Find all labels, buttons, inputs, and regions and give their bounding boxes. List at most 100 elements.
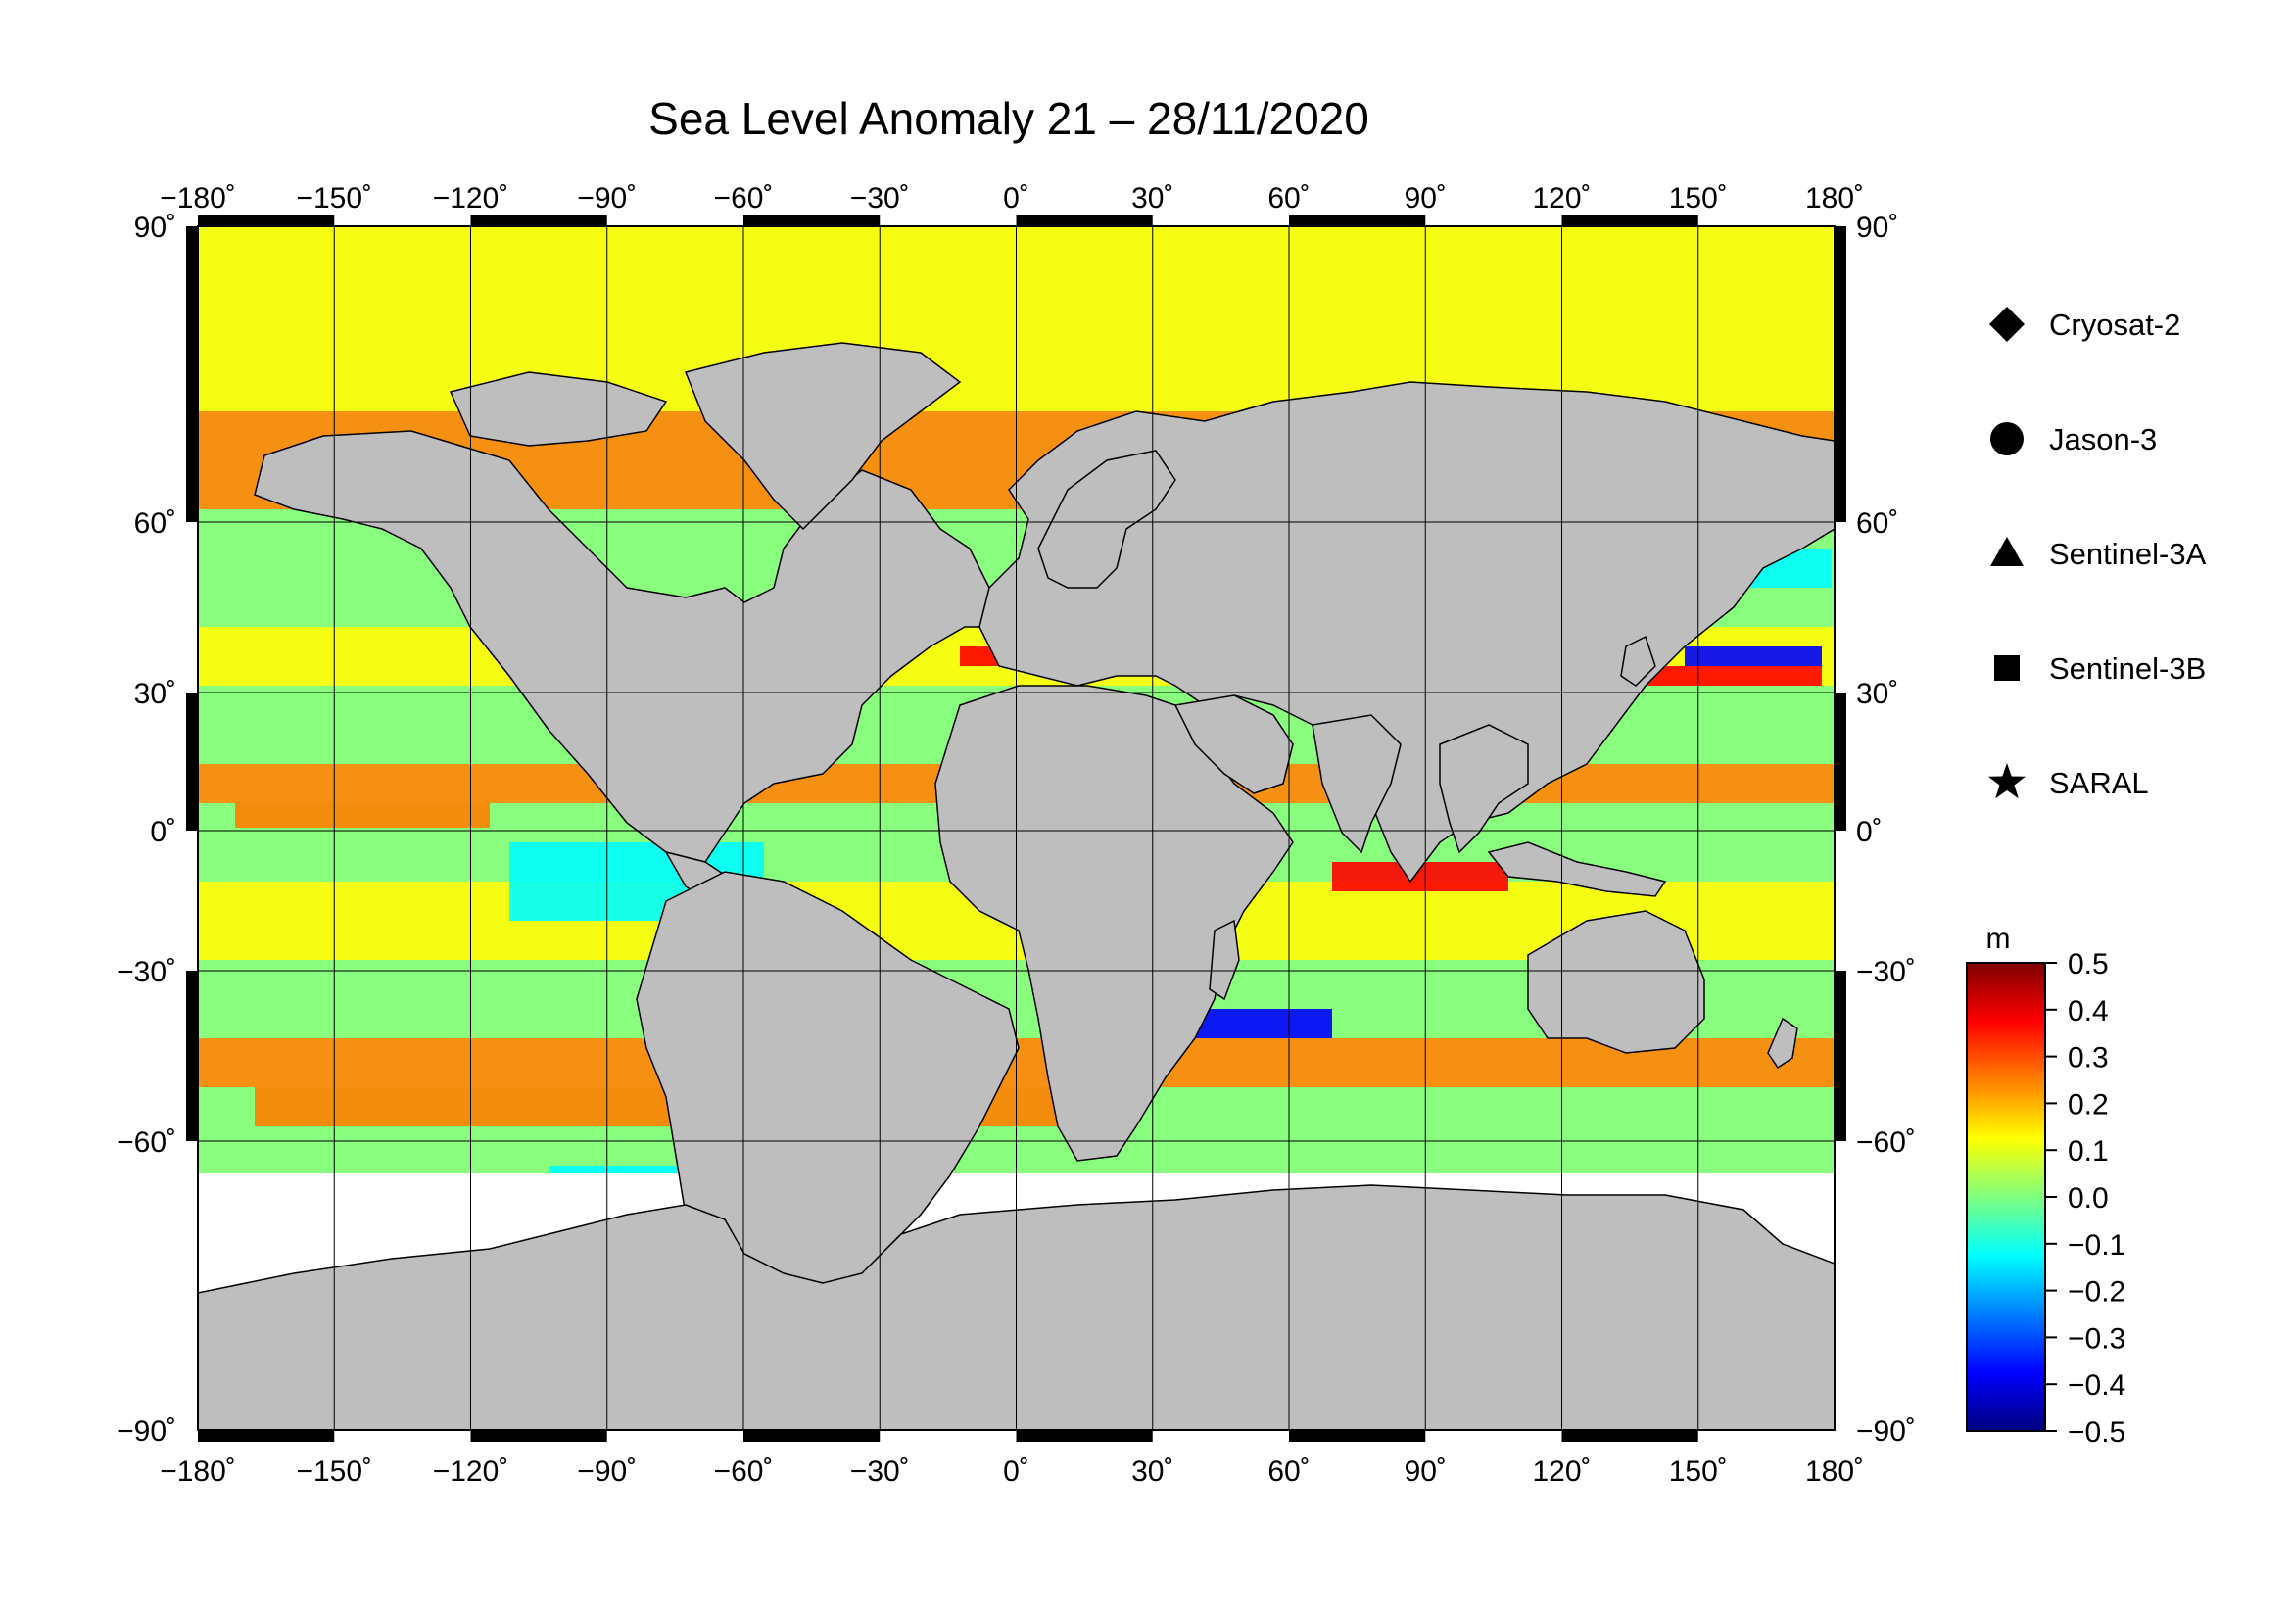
longitude-tick-label-top: −60˚ xyxy=(714,182,774,215)
chart-title: Sea Level Anomaly 21 – 28/11/2020 xyxy=(648,93,1369,144)
latitude-tick-label-right: 0˚ xyxy=(1856,816,1883,848)
map-frame-ticks xyxy=(186,215,1846,1442)
colorbar-tick-label: 0.5 xyxy=(2068,948,2109,980)
land-arabia xyxy=(1173,694,1294,794)
colorbar-tick-label: −0.1 xyxy=(2068,1229,2125,1262)
frame-segment-right xyxy=(1835,693,1846,831)
longitude-tick-label-top: −120˚ xyxy=(433,182,509,215)
land-indonesia xyxy=(1487,841,1667,897)
land-greenland xyxy=(684,342,962,531)
bottom-longitude-labels: −180˚ −150˚ −120˚ −90˚ −60˚ −30˚ 0˚ 30˚ 60˚ 90˚ 12… xyxy=(160,1456,1864,1488)
colorbar-tick-label: −0.3 xyxy=(2068,1322,2125,1355)
map-area xyxy=(186,215,1846,1442)
longitude-tick-label-top: 30˚ xyxy=(1131,182,1173,215)
legend-label: SARAL xyxy=(2049,766,2149,800)
land-new-zealand xyxy=(1767,1017,1798,1070)
frame-segment-top xyxy=(470,215,607,226)
latitude-tick-label-right: 30˚ xyxy=(1856,678,1898,710)
frame-segment-right xyxy=(1835,226,1846,522)
frame-segment-bottom xyxy=(1016,1430,1153,1442)
frame-segment-top xyxy=(1289,215,1426,226)
longitude-tick-label-top: −90˚ xyxy=(577,182,637,215)
colorbar-tick-label: −0.5 xyxy=(2068,1416,2125,1449)
longitude-tick-label-bottom: 30˚ xyxy=(1131,1456,1173,1488)
land-australia xyxy=(1527,910,1705,1054)
right-latitude-labels: 90˚ 60˚ 30˚ 0˚ −30˚ −60˚ −90˚ xyxy=(1856,212,1916,1448)
longitude-tick-label-bottom: 60˚ xyxy=(1267,1456,1310,1488)
colorbar: m 0.5 0.4 0.3 0.2 0.1 0.0 −0.1 −0.2 −0.3 −0.4 −0.5 xyxy=(1966,923,2125,1449)
legend-item: Jason-3 xyxy=(1990,422,2157,456)
frame-segment-top xyxy=(743,215,881,226)
legend-label: Sentinel-3B xyxy=(2049,651,2206,686)
colorbar-tick-label: −0.4 xyxy=(2068,1369,2125,1402)
longitude-tick-label-bottom: −180˚ xyxy=(160,1456,236,1488)
legend-item: SARAL xyxy=(1988,763,2149,800)
colorbar-tick-label: 0.2 xyxy=(2068,1088,2109,1121)
longitude-tick-label-bottom: −150˚ xyxy=(296,1456,372,1488)
legend-item: Sentinel-3B xyxy=(1994,651,2206,686)
longitude-tick-label-top: −180˚ xyxy=(160,182,236,215)
latitude-tick-label-right: −90˚ xyxy=(1856,1415,1916,1448)
longitude-tick-label-bottom: 180˚ xyxy=(1805,1456,1864,1488)
colorbar-ticks: 0.5 0.4 0.3 0.2 0.1 0.0 −0.1 −0.2 −0.3 −0.4 −0.5 xyxy=(2045,948,2125,1449)
colorbar-tick-label: 0.3 xyxy=(2068,1042,2109,1075)
longitude-tick-label-bottom: −120˚ xyxy=(433,1456,509,1488)
latitude-tick-label-right: 60˚ xyxy=(1856,507,1898,540)
colorbar-tick-label: 0.4 xyxy=(2068,995,2109,1027)
frame-segment-top xyxy=(1561,215,1698,226)
frame-segment-left xyxy=(186,693,198,831)
mission-legend: Cryosat-2 Jason-3 Sentinel-3A Sentinel-3B SA… xyxy=(1988,307,2207,800)
colorbar-tick-label: 0.0 xyxy=(2068,1182,2109,1215)
longitude-tick-label-bottom: 150˚ xyxy=(1669,1456,1728,1488)
legend-label: Sentinel-3A xyxy=(2049,537,2207,571)
longitude-tick-label-top: 180˚ xyxy=(1805,182,1864,215)
longitude-tick-label-top: 0˚ xyxy=(1003,182,1029,215)
frame-segment-top xyxy=(198,215,335,226)
land-eurasia xyxy=(978,381,1835,884)
longitude-tick-label-top: 60˚ xyxy=(1267,182,1310,215)
land-madagascar xyxy=(1209,919,1240,1001)
diamond-icon xyxy=(1989,307,2025,342)
longitude-tick-label-bottom: −90˚ xyxy=(577,1456,637,1488)
land-india xyxy=(1312,714,1402,854)
left-latitude-labels: 90˚ 60˚ 30˚ 0˚ −30˚ −60˚ −90˚ xyxy=(117,212,176,1448)
longitude-tick-label-top: −30˚ xyxy=(850,182,910,215)
legend-label: Cryosat-2 xyxy=(2049,308,2180,342)
land-north-america xyxy=(254,430,1021,863)
longitude-tick-label-bottom: 0˚ xyxy=(1003,1456,1029,1488)
longitude-tick-label-top: 120˚ xyxy=(1532,182,1591,215)
longitude-tick-label-bottom: −60˚ xyxy=(714,1456,774,1488)
land-japan xyxy=(1620,635,1656,687)
latitude-tick-label-left: −60˚ xyxy=(117,1126,176,1159)
land-scandinavia xyxy=(1037,450,1176,589)
star-icon xyxy=(1988,763,2026,799)
frame-segment-bottom xyxy=(198,1430,335,1442)
latitude-tick-label-right: −60˚ xyxy=(1856,1126,1916,1159)
frame-segment-bottom xyxy=(470,1430,607,1442)
top-longitude-labels: −180˚ −150˚ −120˚ −90˚ −60˚ −30˚ 0˚ 30˚ 60˚ 90˚ 12… xyxy=(160,182,1864,215)
colorbar-bar xyxy=(1966,962,2046,1432)
legend-item: Sentinel-3A xyxy=(1990,537,2207,571)
latitude-tick-label-left: −30˚ xyxy=(117,956,176,988)
longitude-tick-label-top: 150˚ xyxy=(1669,182,1728,215)
longitude-tick-label-bottom: 120˚ xyxy=(1532,1456,1591,1488)
legend-label: Jason-3 xyxy=(2049,422,2157,456)
latitude-tick-label-left: −90˚ xyxy=(117,1415,176,1448)
anomaly-patch xyxy=(1626,666,1822,686)
square-icon xyxy=(1994,655,2020,681)
longitude-tick-label-bottom: 90˚ xyxy=(1405,1456,1447,1488)
longitude-tick-label-bottom: −30˚ xyxy=(850,1456,910,1488)
anomaly-patch xyxy=(235,803,490,828)
triangle-icon xyxy=(1990,537,2024,566)
circle-icon xyxy=(1990,422,2024,455)
legend-item: Cryosat-2 xyxy=(1989,307,2180,342)
frame-segment-top xyxy=(1016,215,1153,226)
frame-segment-bottom xyxy=(743,1430,881,1442)
latitude-tick-label-left: 30˚ xyxy=(134,678,176,710)
colorbar-tick-label: −0.2 xyxy=(2068,1276,2125,1309)
latitude-tick-label-right: −30˚ xyxy=(1856,956,1916,988)
land-canadian-archipelago xyxy=(449,371,668,447)
frame-segment-bottom xyxy=(1561,1430,1698,1442)
